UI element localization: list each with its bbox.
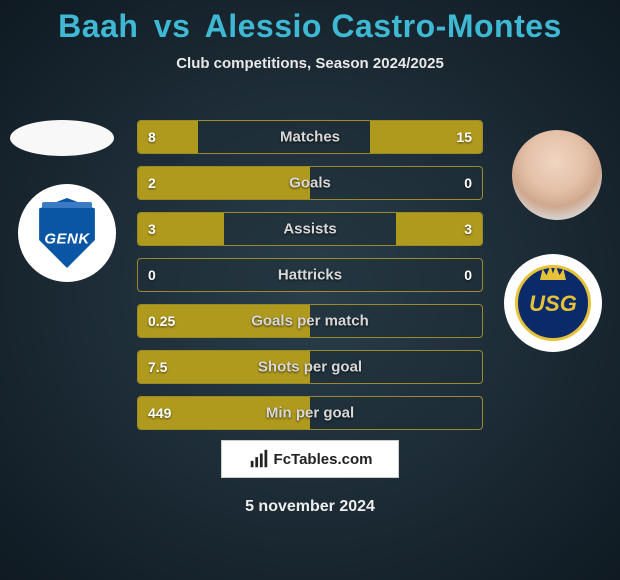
player-photo-right xyxy=(512,130,602,220)
stat-label: Goals per match xyxy=(251,313,369,330)
title-player-right: Alessio Castro-Montes xyxy=(205,8,562,44)
stat-label: Assists xyxy=(283,221,336,238)
stat-row: 7.5 Shots per goal xyxy=(137,350,483,384)
stat-row: 0.25 Goals per match xyxy=(137,304,483,338)
stat-value-left: 7.5 xyxy=(148,359,167,375)
subtitle: Club competitions, Season 2024/2025 xyxy=(0,55,620,72)
stat-label: Shots per goal xyxy=(258,359,362,376)
stat-value-right: 0 xyxy=(464,175,472,191)
club-badge-right: USG xyxy=(504,254,602,352)
chart-icon xyxy=(248,448,270,470)
stat-value-right: 3 xyxy=(464,221,472,237)
stat-value-left: 0 xyxy=(148,267,156,283)
stat-row: 2 0 Goals xyxy=(137,166,483,200)
stat-row: 8 15 Matches xyxy=(137,120,483,154)
stat-label: Hattricks xyxy=(278,267,342,284)
crown-icon xyxy=(540,264,566,280)
stat-bar-left xyxy=(138,121,198,153)
badge-stripe xyxy=(42,202,92,208)
stat-row: 3 3 Assists xyxy=(137,212,483,246)
brand-badge: FcTables.com xyxy=(221,440,399,478)
stat-value-left: 0.25 xyxy=(148,313,175,329)
player-photo-left xyxy=(10,120,114,156)
badge-right-disc: USG xyxy=(515,265,591,341)
stat-bar-left xyxy=(138,167,310,199)
brand-text: FcTables.com xyxy=(274,451,373,468)
club-left-name: GENK xyxy=(44,230,89,247)
stat-row: 449 Min per goal xyxy=(137,396,483,430)
page-title: Baah vs Alessio Castro-Montes xyxy=(0,0,620,45)
stat-value-left: 449 xyxy=(148,405,171,421)
stat-value-right: 15 xyxy=(456,129,472,145)
stat-value-left: 8 xyxy=(148,129,156,145)
comparison-chart: 8 15 Matches 2 0 Goals 3 3 Assists 0 0 Hattricks 0.2… xyxy=(137,120,483,442)
club-badge-left: GENK xyxy=(18,184,116,282)
stat-value-left: 3 xyxy=(148,221,156,237)
club-right-initials: USG xyxy=(529,291,577,317)
title-player-left: Baah xyxy=(58,8,138,44)
title-vs: vs xyxy=(154,8,191,44)
stat-value-right: 0 xyxy=(464,267,472,283)
stat-row: 0 0 Hattricks xyxy=(137,258,483,292)
stat-label: Min per goal xyxy=(266,405,354,422)
stat-label: Goals xyxy=(289,175,331,192)
stat-value-left: 2 xyxy=(148,175,156,191)
footer-date: 5 november 2024 xyxy=(245,498,375,516)
stat-label: Matches xyxy=(280,129,340,146)
